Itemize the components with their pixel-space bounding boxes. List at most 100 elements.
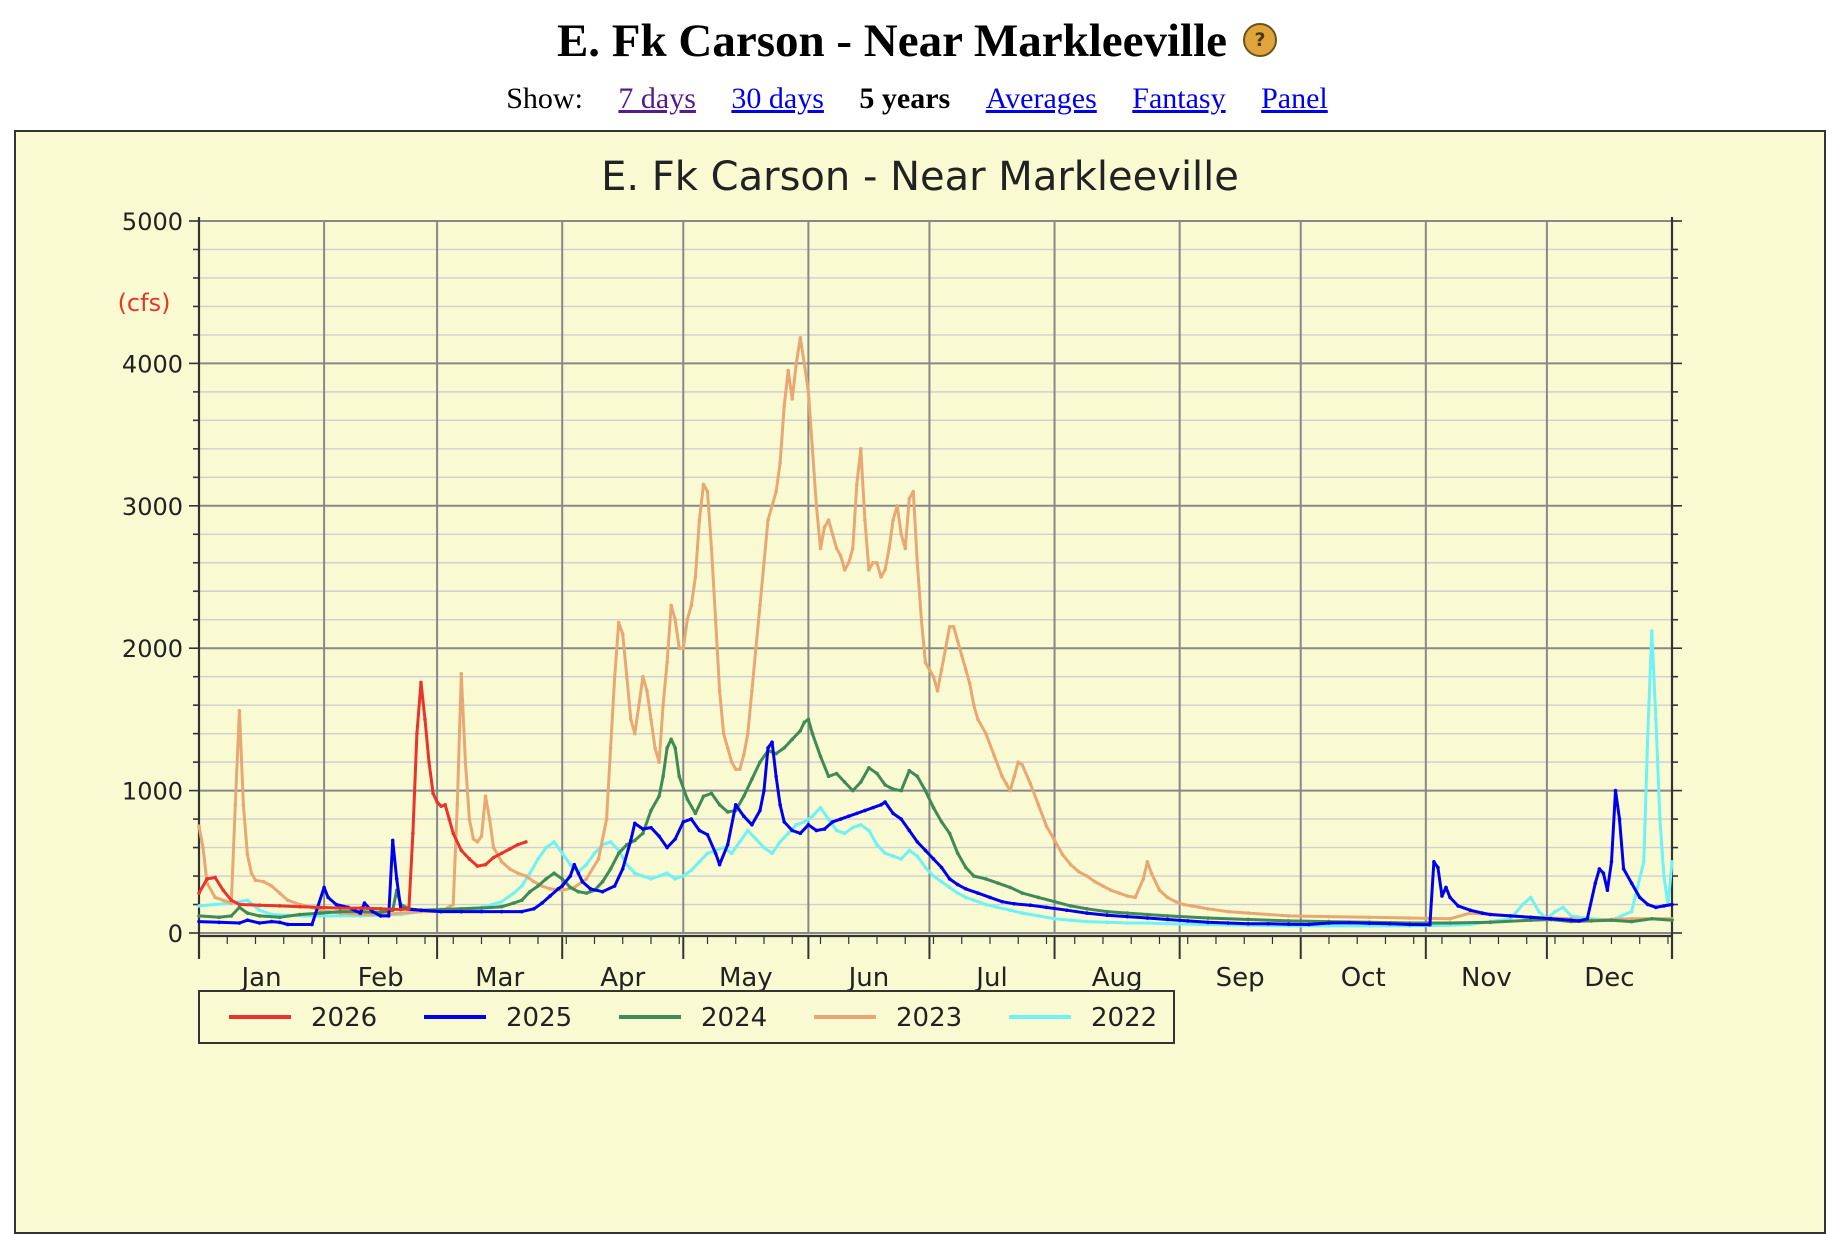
data-point-2024 (669, 737, 673, 742)
data-point-2025 (269, 919, 274, 924)
data-point-2022 (584, 862, 589, 867)
data-point-2025 (1432, 860, 1436, 864)
legend-label-2025: 2025 (506, 1003, 572, 1033)
data-point-2025 (285, 922, 290, 927)
data-point-2022 (721, 845, 726, 850)
data-point-2026 (516, 842, 520, 847)
data-point-2022 (213, 902, 217, 907)
data-point-2024 (616, 851, 621, 856)
data-point-2025 (362, 901, 367, 905)
data-point-2023 (548, 887, 552, 891)
data-point-2024 (826, 774, 831, 779)
data-point-2022 (915, 854, 920, 858)
data-point-2025 (322, 885, 326, 890)
data-point-2024 (1448, 921, 1452, 925)
data-point-2022 (1105, 920, 1109, 925)
data-point-2023 (467, 817, 472, 821)
link-averages[interactable]: Averages (985, 82, 1097, 115)
data-point-2023 (746, 731, 750, 736)
data-point-2025 (588, 887, 593, 891)
data-point-2022 (762, 845, 766, 850)
data-point-2026 (229, 898, 234, 903)
data-point-2024 (1068, 904, 1073, 908)
data-point-2022 (891, 854, 895, 858)
data-point-2023 (249, 871, 254, 875)
data-point-2023 (1000, 774, 1004, 779)
data-point-2023 (721, 731, 726, 736)
data-point-2024 (479, 906, 484, 910)
data-point-2022 (511, 891, 516, 895)
data-point-2023 (1004, 781, 1008, 786)
data-point-2023 (863, 518, 867, 522)
data-point-2025 (1549, 916, 1553, 921)
data-point-2023 (596, 857, 601, 861)
data-point-2023 (616, 620, 621, 625)
data-point-2022 (681, 874, 686, 878)
data-point-2024 (1206, 916, 1210, 920)
data-point-2025 (237, 921, 242, 925)
data-point-2025 (713, 851, 718, 856)
data-point-2023 (1085, 874, 1089, 878)
data-point-2026 (221, 888, 226, 893)
data-point-2022 (536, 857, 540, 861)
data-point-2025 (665, 845, 669, 850)
link-fantasy[interactable]: Fantasy (1132, 82, 1226, 115)
data-point-2023 (1173, 899, 1178, 904)
data-point-2022 (955, 891, 960, 895)
data-point-2025 (1480, 911, 1485, 915)
data-point-2025 (1597, 867, 1602, 871)
data-point-2025 (568, 874, 573, 878)
data-point-2023 (689, 603, 694, 608)
data-point-2023 (923, 660, 928, 665)
data-point-2022 (499, 899, 504, 904)
data-point-2024 (665, 746, 669, 750)
data-point-2025 (1125, 914, 1129, 919)
y-tick-label: 1000 (122, 778, 183, 806)
data-point-2025 (572, 862, 577, 867)
data-point-2023 (1125, 894, 1129, 898)
data-point-2023 (1133, 895, 1138, 900)
data-point-2023 (867, 568, 871, 572)
data-point-2025 (1670, 902, 1674, 907)
data-point-2024 (1145, 912, 1150, 917)
data-point-2024 (907, 768, 912, 773)
data-point-2024 (1105, 909, 1109, 914)
data-point-2022 (1052, 916, 1057, 921)
data-point-2023 (895, 504, 899, 508)
data-point-2024 (560, 877, 565, 881)
data-point-2022 (257, 908, 262, 913)
data-point-2022 (1654, 717, 1658, 722)
link-7-days[interactable]: 7 days (618, 82, 696, 115)
link-30-days[interactable]: 30 days (731, 82, 824, 115)
data-point-2025 (633, 821, 637, 826)
data-point-2026 (435, 800, 439, 804)
data-point-2023 (1198, 905, 1202, 910)
link-panel[interactable]: Panel (1261, 82, 1328, 115)
data-point-2024 (229, 914, 234, 918)
data-point-2023 (253, 878, 258, 883)
data-point-2023 (1093, 879, 1097, 884)
data-point-2023 (1109, 888, 1113, 893)
question-mark-icon[interactable]: ? (1243, 23, 1278, 58)
data-point-2024 (197, 914, 201, 918)
data-point-2023 (802, 361, 807, 366)
data-point-2023 (782, 404, 786, 408)
data-point-2023 (1149, 871, 1154, 875)
data-point-2022 (1569, 914, 1573, 918)
data-point-2023 (733, 767, 738, 772)
data-point-2023 (657, 760, 661, 764)
data-point-2024 (1008, 885, 1012, 890)
data-point-2025 (334, 902, 339, 907)
data-point-2023 (762, 560, 766, 565)
data-point-2025 (394, 877, 399, 881)
data-point-2024 (1052, 899, 1057, 904)
data-point-2025 (790, 828, 795, 833)
data-point-2023 (693, 575, 698, 579)
data-point-2024 (685, 797, 690, 801)
data-point-2024 (1165, 914, 1170, 918)
data-point-2024 (657, 794, 661, 799)
data-point-2023 (875, 560, 879, 565)
data-point-2025 (1617, 817, 1622, 821)
data-point-2023 (911, 489, 916, 494)
data-point-2023 (1157, 888, 1162, 893)
